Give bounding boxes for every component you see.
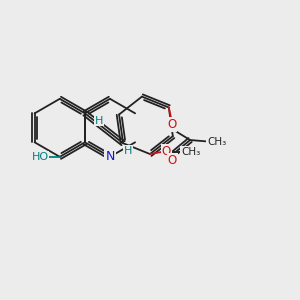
Text: CH₃: CH₃ [207,136,226,146]
Text: O: O [162,145,171,158]
Text: N: N [105,150,115,163]
Text: H: H [124,146,132,156]
Text: CH₃: CH₃ [181,147,200,157]
Text: O: O [167,154,177,166]
Text: O: O [167,118,176,131]
Text: HO: HO [32,152,49,162]
Text: H: H [95,116,103,126]
